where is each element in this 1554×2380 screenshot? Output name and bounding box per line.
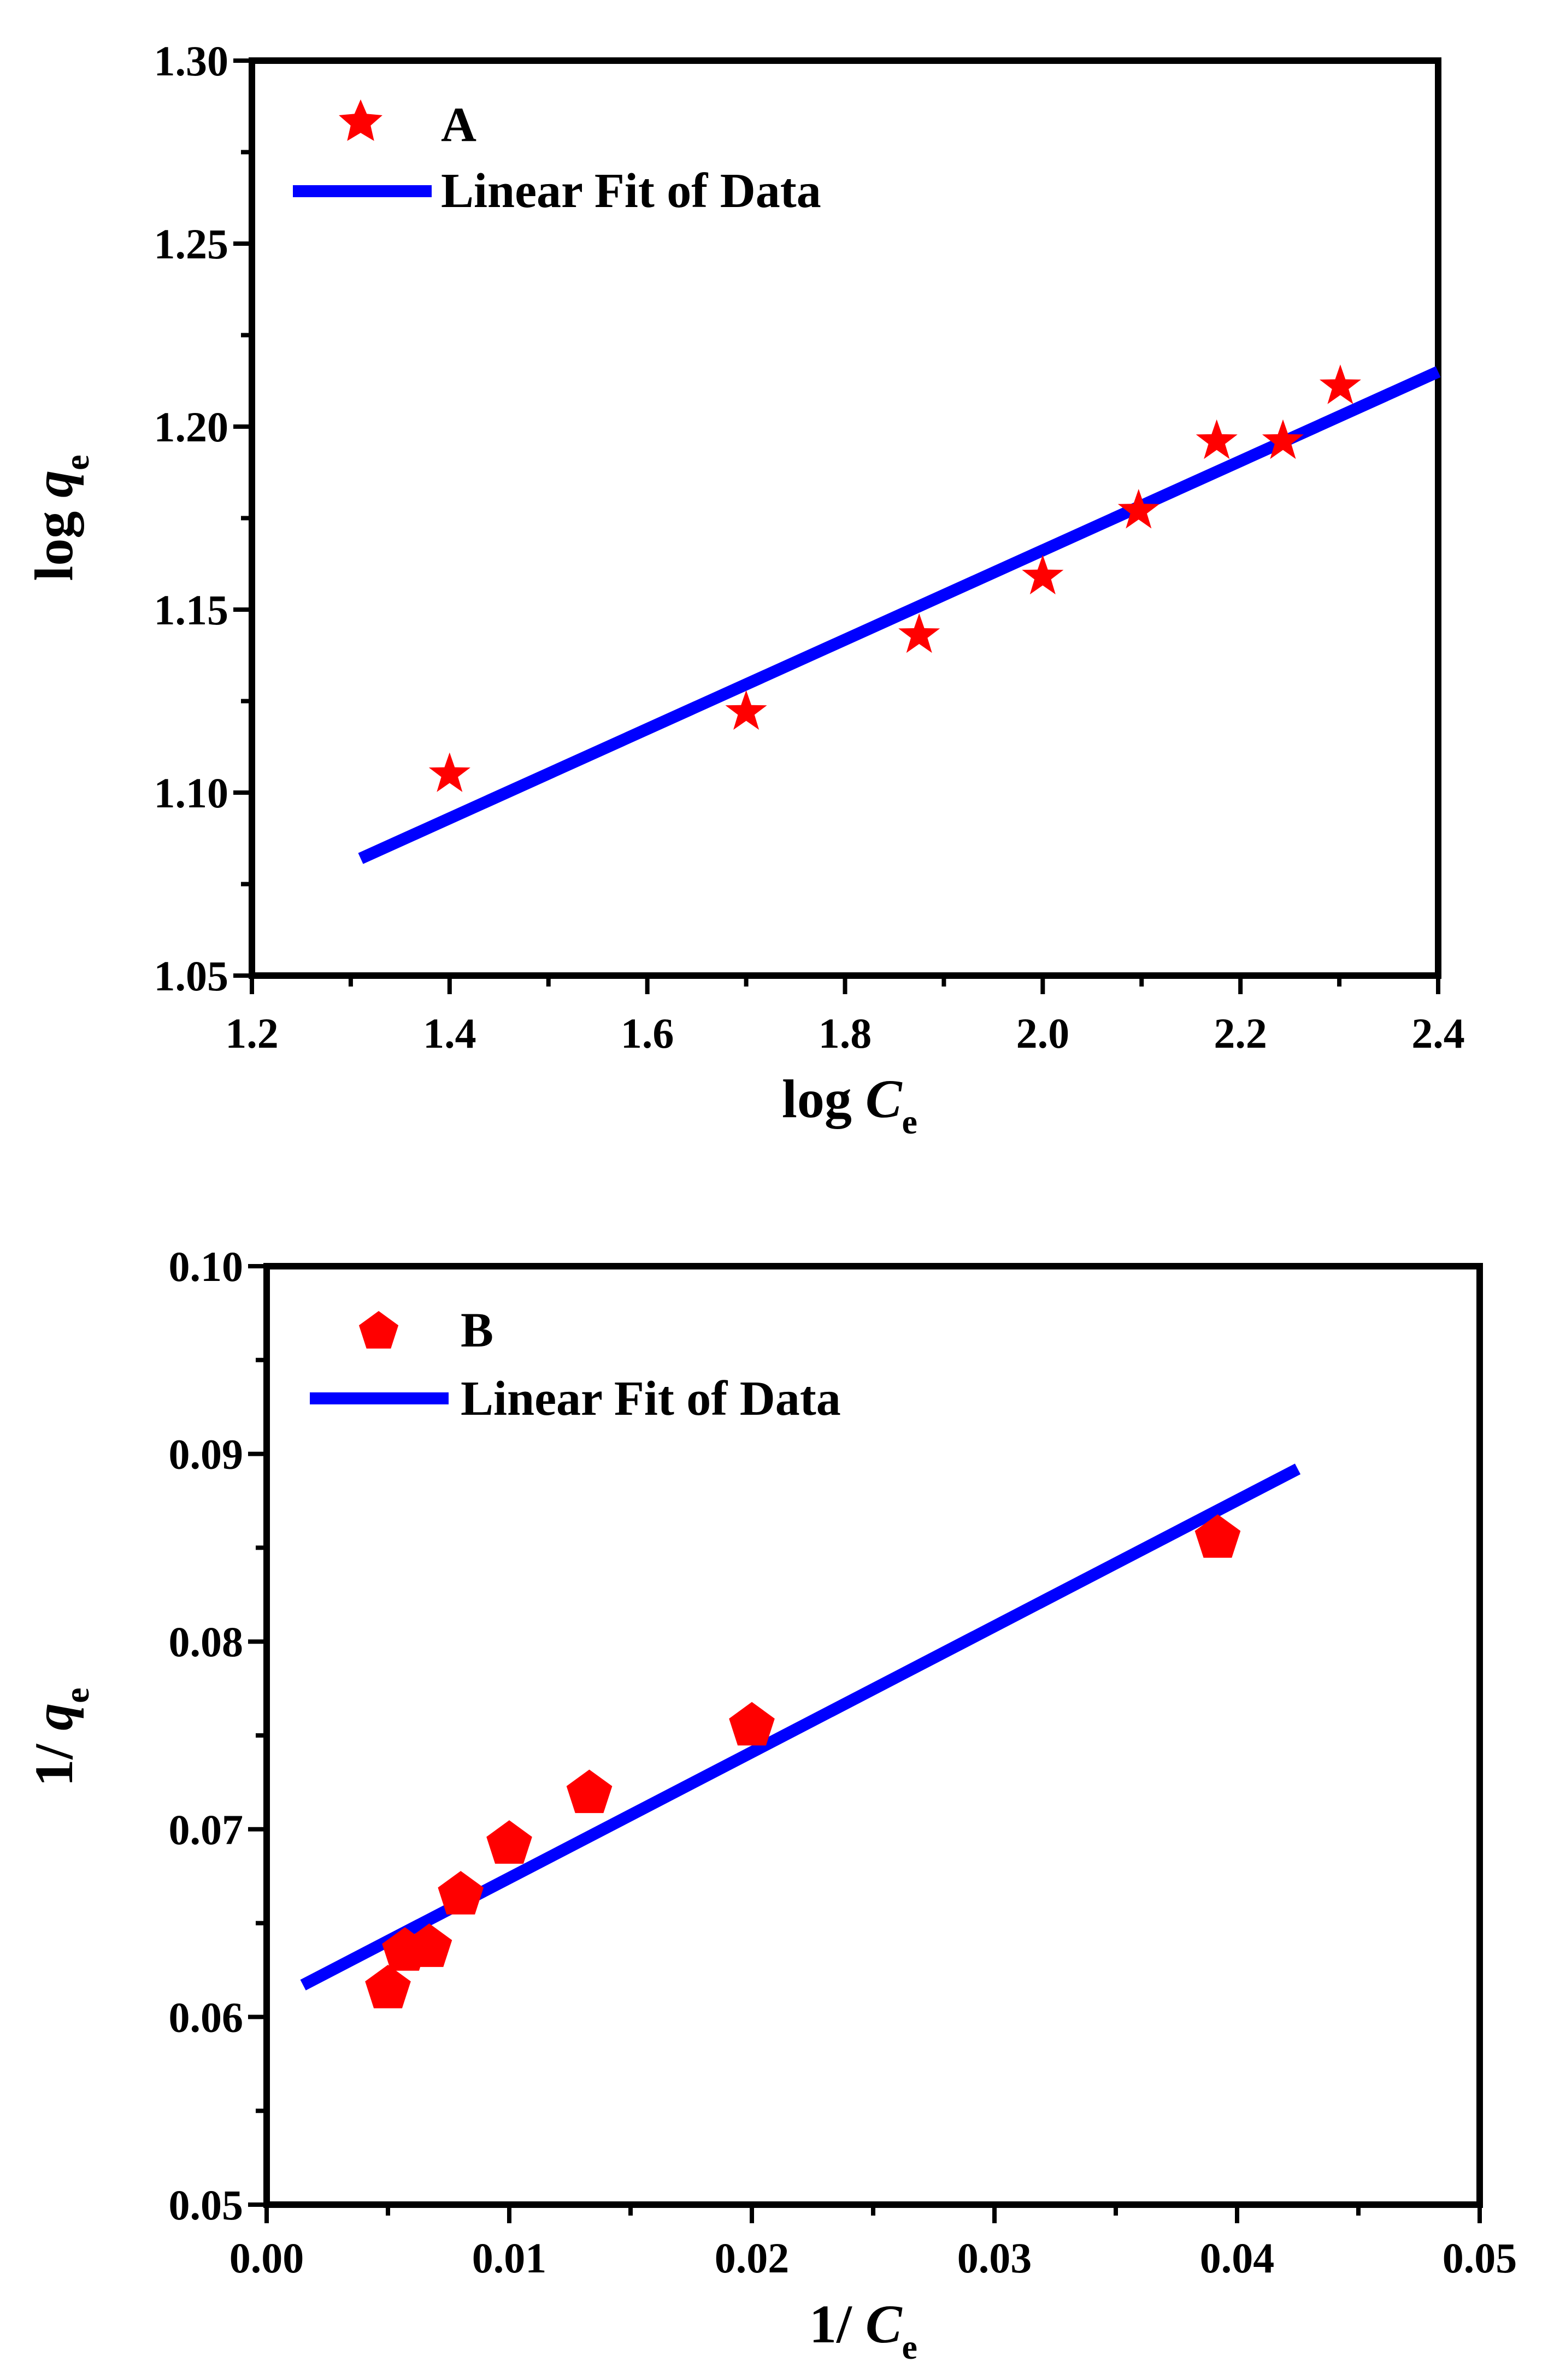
panel-b-y-tick-label: 0.07 bbox=[169, 1806, 244, 1853]
panel-a-legend-label-fit: Linear Fit of Data bbox=[441, 164, 821, 218]
panel-b-legend-label-b: B bbox=[461, 1303, 493, 1357]
panel-b-x-tick-label: 0.02 bbox=[715, 2234, 790, 2282]
panel-a-y-tick-labels: 1.05 1.10 1.15 1.20 1.25 1.30 bbox=[154, 37, 229, 1000]
panel-a-data-point bbox=[725, 690, 767, 730]
panel-b-x-ticks bbox=[264, 2205, 1482, 2223]
panel-b-y-tick-label: 0.09 bbox=[169, 1431, 244, 1478]
panel-a-data-point bbox=[1022, 554, 1064, 595]
panel-b-y-tick-label: 0.10 bbox=[169, 1243, 244, 1290]
panel-a-x-tick-label: 1.6 bbox=[621, 1009, 674, 1057]
panel-a-data-point bbox=[1117, 489, 1159, 529]
panel-a-x-tick-label: 1.8 bbox=[819, 1009, 872, 1057]
panel-b-x-tick-label: 0.00 bbox=[229, 2234, 304, 2282]
panel-a-x-tick-labels: 1.2 1.4 1.6 1.8 2.0 2.2 2.4 bbox=[225, 1009, 1465, 1057]
panel-b-x-tick-label: 0.04 bbox=[1200, 2234, 1275, 2282]
panel-a-data-point bbox=[1262, 419, 1304, 459]
panel-a-fit-line bbox=[358, 366, 1441, 864]
panel-b-x-tick-label: 0.01 bbox=[472, 2234, 547, 2282]
panel-a-y-tick-label: 1.25 bbox=[154, 220, 229, 268]
panel-a-frame bbox=[249, 57, 1441, 979]
panel-a-x-tick-label: 2.4 bbox=[1411, 1009, 1465, 1057]
panel-b-y-tick-labels: 0.05 0.06 0.07 0.08 0.09 0.10 bbox=[169, 1243, 244, 2229]
panel-b-y-axis-title-group: 1/ qe bbox=[23, 1687, 96, 1786]
panel-a-y-tick-label: 1.05 bbox=[154, 952, 229, 1000]
panel-b-y-tick-label: 0.06 bbox=[169, 1993, 244, 2041]
panel-b-y-tick-label: 0.08 bbox=[169, 1618, 244, 1666]
panel-a-x-ticks bbox=[250, 976, 1440, 994]
panel-b-y-tick-label: 0.05 bbox=[169, 2181, 244, 2229]
panel-b-legend-pentagon-marker bbox=[358, 1311, 399, 1349]
panel-a-y-tick-label: 1.30 bbox=[154, 37, 229, 85]
panel-b-data-point bbox=[365, 1964, 411, 2009]
panel-a-y-tick-label: 1.15 bbox=[154, 586, 229, 634]
panel-a-data-point bbox=[1196, 419, 1238, 459]
panel-a-x-axis-title: log Ce bbox=[782, 1068, 917, 1141]
panel-b-data-point bbox=[406, 1923, 452, 1967]
panel-a-y-axis-title-group: log qe bbox=[23, 454, 96, 581]
panel-a-legend-label-a: A bbox=[441, 98, 476, 152]
panel-a-y-tick-label: 1.20 bbox=[154, 403, 229, 451]
panel-b-data-point bbox=[438, 1871, 484, 1915]
panel-b-data-point bbox=[566, 1769, 613, 1814]
panel-b-markers bbox=[365, 1514, 1241, 2009]
panel-a-data-point bbox=[428, 752, 470, 792]
panel-b-frame bbox=[263, 1263, 1483, 2208]
panel-b-y-ticks bbox=[248, 1264, 267, 2207]
panel-b-x-tick-label: 0.05 bbox=[1443, 2234, 1517, 2282]
panel-b-x-tick-label: 0.03 bbox=[957, 2234, 1032, 2282]
panel-a-fit-line-layer bbox=[358, 366, 1441, 864]
panel-a: 1.2 1.4 1.6 1.8 2.0 2.2 2.4 1.051.101.151.201.… bbox=[23, 37, 1465, 1141]
panel-b-y-axis-title: 1/ qe bbox=[23, 1687, 96, 1786]
panel-a-data-point bbox=[898, 613, 940, 653]
panel-a-y-ticks bbox=[233, 58, 252, 978]
panel-a-data-point bbox=[1319, 364, 1361, 404]
panel-b-legend-label-fit: Linear Fit of Data bbox=[461, 1372, 841, 1426]
panel-b-data-point bbox=[486, 1820, 532, 1864]
panel-b: 0.00 0.01 0.02 0.03 0.04 0.05 0.050.060.070.0… bbox=[23, 1243, 1517, 2366]
panel-a-legend-star-marker bbox=[339, 99, 382, 141]
panel-b-data-point bbox=[1194, 1514, 1241, 1558]
panel-a-x-tick-label: 2.0 bbox=[1016, 1009, 1070, 1057]
panel-b-data-point bbox=[729, 1702, 775, 1746]
panel-b-legend: B Linear Fit of Data bbox=[310, 1303, 841, 1426]
panel-a-legend: A Linear Fit of Data bbox=[293, 98, 821, 218]
panel-b-x-tick-labels: 0.00 0.01 0.02 0.03 0.04 0.05 bbox=[229, 2234, 1517, 2282]
panel-b-x-axis-title: 1/ Ce bbox=[809, 2294, 917, 2366]
panel-a-x-tick-label: 2.2 bbox=[1214, 1009, 1267, 1057]
panel-a-x-tick-label: 1.2 bbox=[225, 1009, 279, 1057]
panel-a-y-axis-title: log qe bbox=[23, 454, 96, 581]
panel-a-y-tick-label: 1.10 bbox=[154, 769, 229, 817]
panel-a-markers bbox=[428, 364, 1361, 792]
panel-a-x-tick-label: 1.4 bbox=[423, 1009, 476, 1057]
